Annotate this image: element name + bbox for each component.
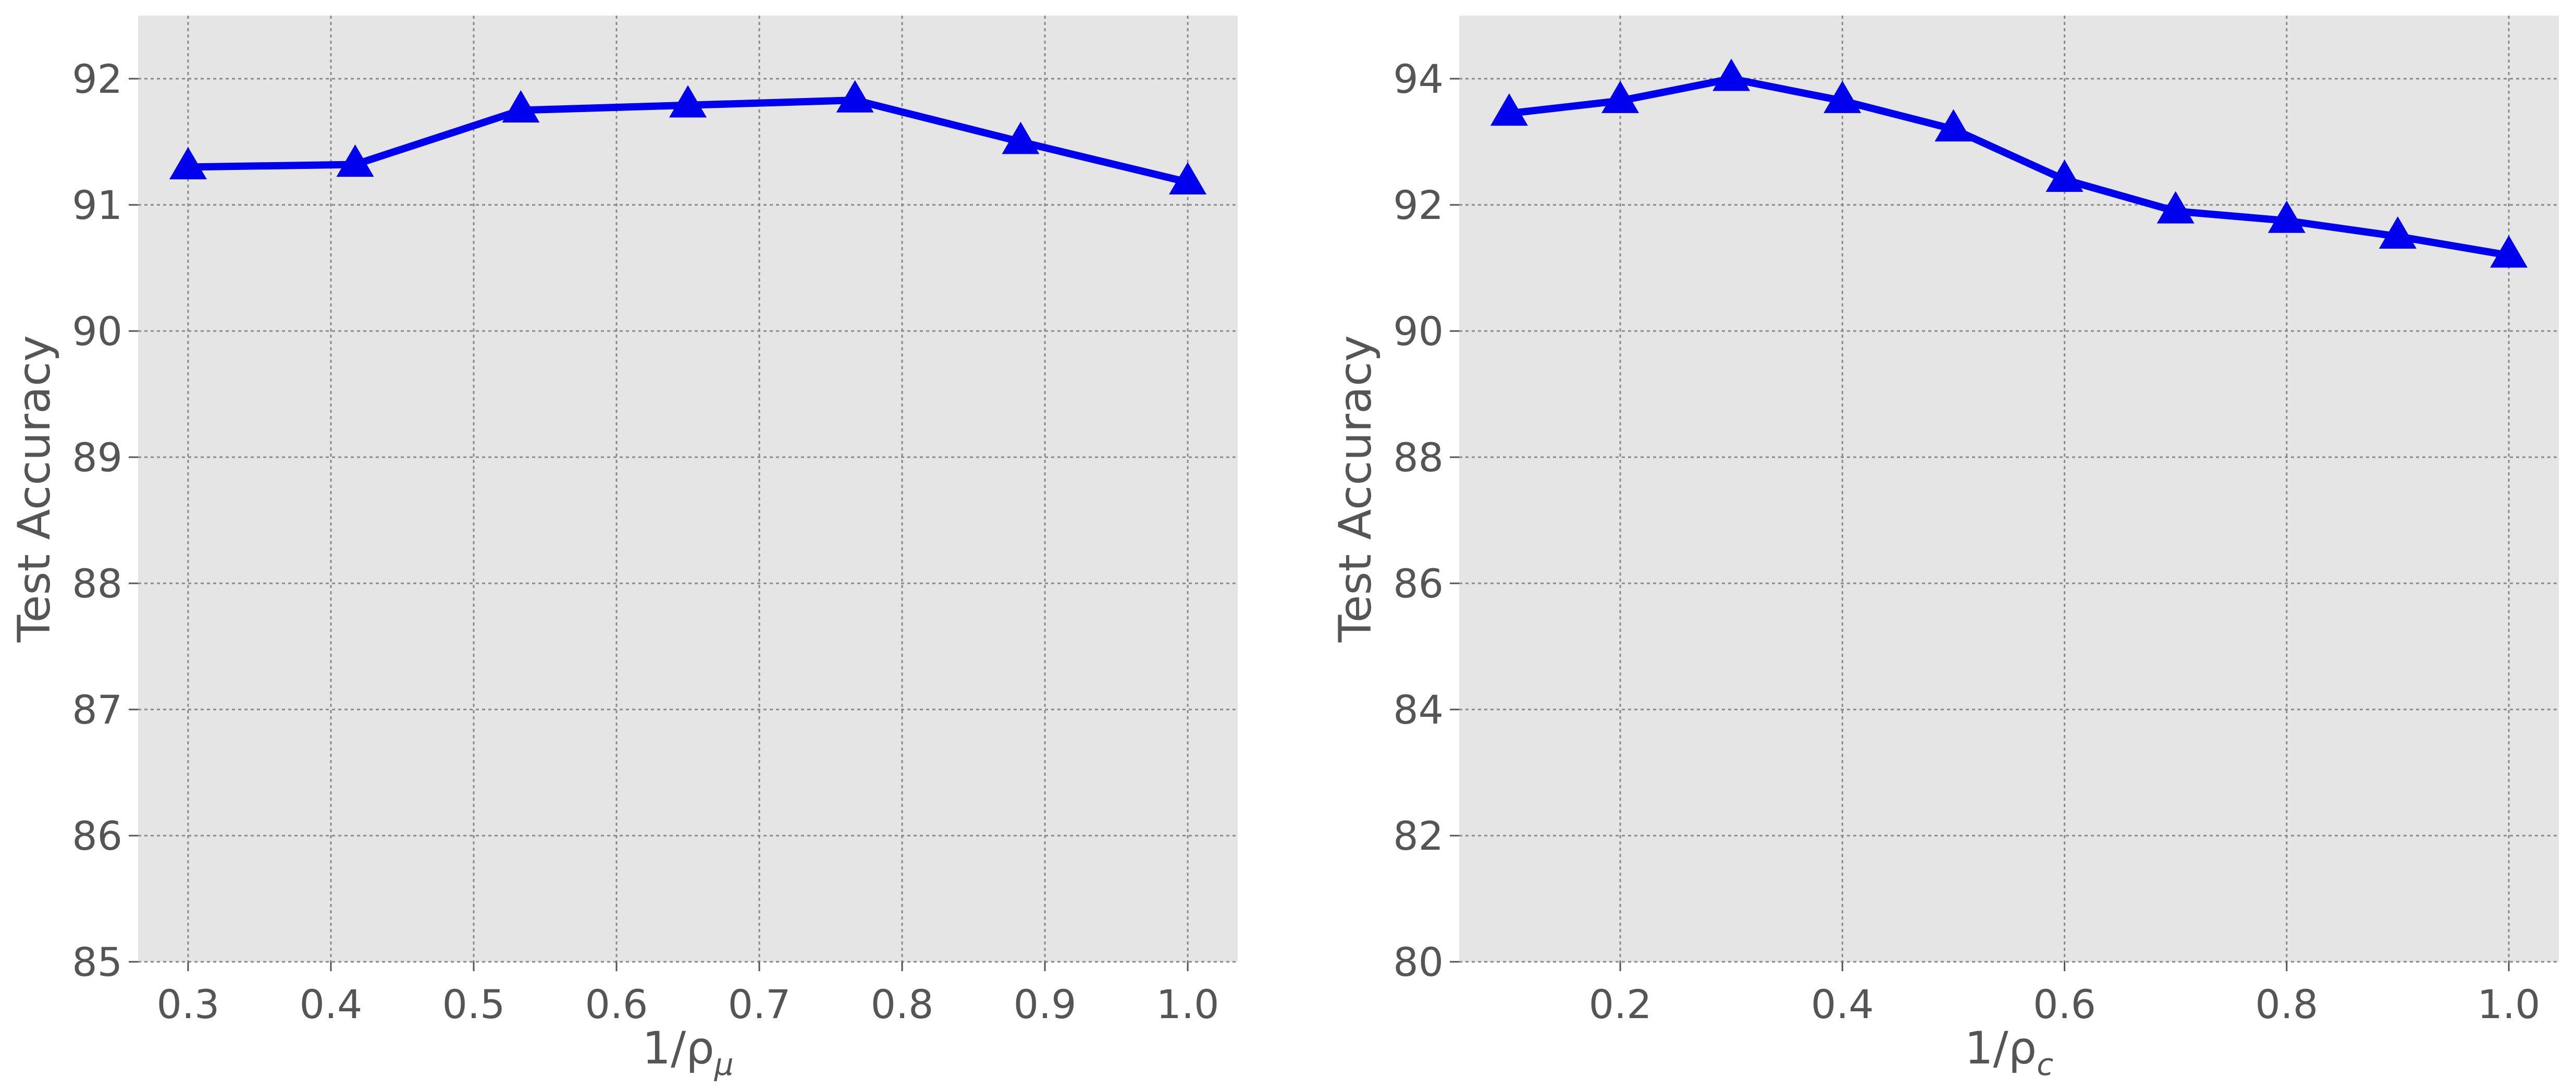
y-axis-label: Test Accuracy (8, 335, 60, 643)
x-axis-label: 1/ρc (1965, 1022, 2053, 1082)
chart-panel-left: 85 86 87 88 89 90 91 92 0.3 0.4 0.5 0.6 0.7 0.8 0.9 1.0… (8, 16, 1238, 1082)
y-tick-label: 90 (72, 308, 122, 354)
data-point-marker (1712, 58, 1751, 91)
x-tick-label: 0.4 (299, 981, 362, 1027)
data-point-marker (836, 80, 874, 113)
data-point-marker (2490, 235, 2528, 268)
y-tick-label: 88 (1393, 434, 1444, 481)
data-point-marker (2045, 160, 2084, 192)
x-tick-label: 0.8 (2255, 981, 2318, 1027)
data-point-marker (169, 146, 207, 179)
data-point-marker (1169, 162, 1207, 194)
x-tick-label: 1.0 (1156, 981, 1219, 1027)
series-line (1505, 75, 2513, 259)
y-tick-label: 94 (1393, 56, 1444, 102)
x-axis-label-subscript: μ (714, 1047, 734, 1082)
y-tick-label: 86 (72, 813, 122, 859)
chart-panel-right: 80 82 84 86 88 90 92 94 0.2 0.4 0.6 0.8 1.0 1/ρc Test … (1329, 16, 2559, 1082)
data-point-marker (336, 144, 374, 177)
x-axis-label: 1/ρμ (642, 1022, 733, 1082)
y-tick-label: 92 (72, 56, 122, 102)
x-axis-label-main: 1/ρ (1965, 1022, 2037, 1074)
data-point-marker (2267, 200, 2306, 233)
y-tick-label: 84 (1393, 687, 1444, 733)
data-point-marker (669, 85, 707, 118)
x-axis-label-subscript: c (2037, 1047, 2053, 1082)
y-tick-label: 88 (72, 560, 122, 607)
x-tick-label: 0.6 (585, 981, 648, 1027)
x-tick-label: 0.5 (442, 981, 506, 1027)
x-tick-label: 0.9 (1014, 981, 1077, 1027)
x-tick-label: 0.7 (728, 981, 791, 1027)
y-tick-label: 91 (72, 182, 122, 228)
y-tick-label: 89 (72, 434, 122, 481)
data-point-marker (1823, 80, 1862, 113)
x-tick-label: 0.8 (871, 981, 934, 1027)
plot-area (138, 16, 1238, 962)
data-point-marker (1490, 93, 1528, 126)
y-tick-label: 80 (1393, 939, 1444, 985)
plot-area (1459, 16, 2559, 962)
data-point-marker (1934, 109, 1973, 142)
data-point-marker (2156, 191, 2195, 224)
x-tick-label: 0.4 (1811, 981, 1874, 1027)
y-tick-label: 86 (1393, 560, 1444, 607)
y-tick-label: 82 (1393, 813, 1444, 859)
x-axis-label-main: 1/ρ (642, 1022, 714, 1074)
y-tick-label: 90 (1393, 308, 1444, 354)
y-tick-label: 92 (1393, 182, 1444, 228)
x-tick-label: 1.0 (2478, 981, 2541, 1027)
y-tick-label: 85 (72, 939, 122, 985)
y-tick-label: 87 (72, 687, 122, 733)
data-point-marker (1002, 121, 1040, 154)
x-tick-label: 0.6 (2033, 981, 2096, 1027)
data-point-marker (1601, 80, 1640, 113)
x-tick-label: 0.2 (1589, 981, 1652, 1027)
y-axis-label: Test Accuracy (1329, 335, 1382, 643)
x-tick-label: 0.3 (156, 981, 219, 1027)
data-point-marker (2378, 216, 2417, 249)
data-point-marker (502, 90, 540, 123)
